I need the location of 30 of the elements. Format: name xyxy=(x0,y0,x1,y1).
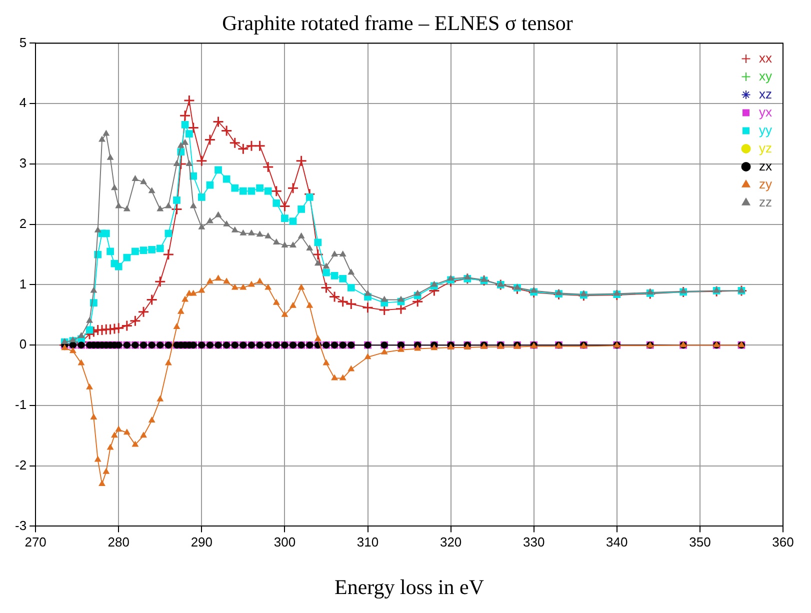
y-tick-label: 2 xyxy=(19,216,27,231)
y-tick-label: 5 xyxy=(19,34,27,50)
legend-label: xx xyxy=(759,50,772,66)
x-tick-label: 300 xyxy=(274,534,296,550)
y-tick-label: -3 xyxy=(14,518,27,533)
x-tick-label: 320 xyxy=(440,534,462,550)
y-tick-label: -1 xyxy=(14,397,27,412)
legend-label: zx xyxy=(759,158,772,174)
x-tick-label: 340 xyxy=(606,534,628,550)
legend-label: yy xyxy=(759,122,772,138)
y-tick-label: 3 xyxy=(19,156,27,171)
legend-label: yz xyxy=(759,140,772,156)
legend-label: yx xyxy=(759,104,772,120)
legend-label: zz xyxy=(759,194,772,210)
x-tick-label: 290 xyxy=(190,534,213,550)
x-tick-label: 330 xyxy=(523,534,545,550)
x-tick-label: 310 xyxy=(356,534,379,550)
x-tick-label: 270 xyxy=(24,534,46,550)
legend-label: zy xyxy=(759,176,772,192)
y-tick-label: 1 xyxy=(19,276,27,292)
legend-label: xy xyxy=(759,68,772,84)
x-tick-label: 360 xyxy=(772,534,794,550)
x-axis-title: Energy loss in eV xyxy=(334,574,484,599)
y-tick-label: 4 xyxy=(19,95,27,110)
x-tick-label: 280 xyxy=(108,534,130,550)
chart-title: Graphite rotated frame – ELNES σ tensor xyxy=(222,11,573,36)
y-tick-label: 0 xyxy=(19,336,27,352)
y-tick-label: -2 xyxy=(14,457,27,472)
x-tick-label: 350 xyxy=(689,534,711,550)
legend-label: xz xyxy=(759,86,772,102)
